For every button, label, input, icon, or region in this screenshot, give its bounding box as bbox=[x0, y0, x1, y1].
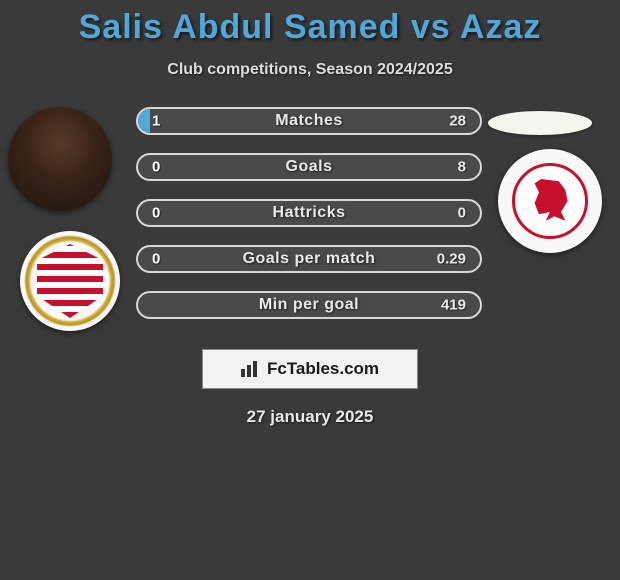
stat-value-right: 0 bbox=[458, 205, 466, 222]
stat-bars: 1 Matches 28 0 Goals 8 0 Hattricks 0 0 Goals per m… bbox=[136, 107, 482, 337]
branding-box: FcTables.com bbox=[202, 349, 418, 389]
club-badge-left bbox=[20, 231, 120, 331]
stat-label: Hattricks bbox=[273, 204, 346, 222]
stat-label: Goals per match bbox=[243, 250, 376, 268]
stat-bar-fill bbox=[138, 109, 150, 133]
player-avatar-right-placeholder bbox=[488, 111, 592, 135]
stat-label: Matches bbox=[275, 112, 343, 130]
club-crest-right-icon bbox=[512, 163, 588, 239]
comparison-title: Salis Abdul Samed vs Azaz bbox=[0, 0, 620, 47]
stat-value-right: 419 bbox=[441, 297, 466, 314]
stat-value-right: 8 bbox=[458, 159, 466, 176]
stat-bar: 0 Goals 8 bbox=[136, 153, 482, 181]
stat-label: Goals bbox=[286, 158, 333, 176]
stat-bar: Min per goal 419 bbox=[136, 291, 482, 319]
stat-bar: 1 Matches 28 bbox=[136, 107, 482, 135]
club-badge-right bbox=[498, 149, 602, 253]
stat-value-left: 1 bbox=[152, 113, 160, 130]
comparison-subtitle: Club competitions, Season 2024/2025 bbox=[0, 61, 620, 79]
stat-value-left: 0 bbox=[152, 205, 160, 222]
stat-value-right: 28 bbox=[449, 113, 466, 130]
bar-chart-icon bbox=[241, 361, 261, 377]
branding-text: FcTables.com bbox=[267, 359, 379, 379]
stat-value-left: 0 bbox=[152, 159, 160, 176]
stat-value-left: 0 bbox=[152, 251, 160, 268]
stat-value-right: 0.29 bbox=[437, 251, 466, 268]
stat-bar: 0 Hattricks 0 bbox=[136, 199, 482, 227]
comparison-content: 1 Matches 28 0 Goals 8 0 Hattricks 0 0 Goals per m… bbox=[0, 107, 620, 347]
generation-date: 27 january 2025 bbox=[0, 407, 620, 427]
stat-label: Min per goal bbox=[259, 296, 359, 314]
player-avatar-left bbox=[8, 107, 112, 211]
lion-icon bbox=[528, 179, 572, 223]
club-crest-left-icon bbox=[37, 244, 103, 318]
stat-bar: 0 Goals per match 0.29 bbox=[136, 245, 482, 273]
